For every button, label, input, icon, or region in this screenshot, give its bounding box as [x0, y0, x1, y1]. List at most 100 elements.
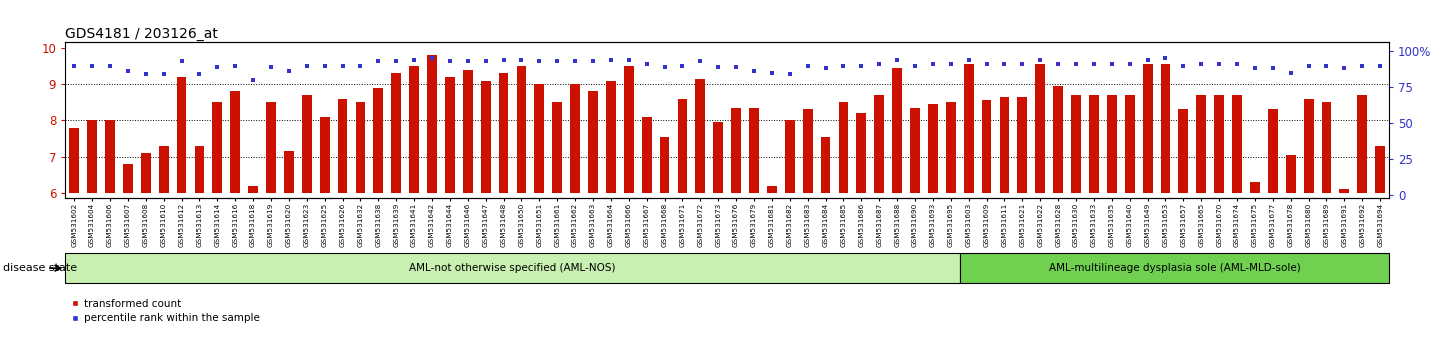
- Bar: [1106, 95, 1116, 193]
- Point: [1135, 57, 1159, 63]
- Bar: [392, 73, 402, 193]
- Point: [832, 63, 856, 68]
- Text: disease state: disease state: [3, 263, 77, 273]
- Bar: [248, 185, 258, 193]
- Bar: [516, 66, 526, 193]
- Bar: [409, 66, 419, 193]
- Bar: [911, 108, 919, 193]
- Point: [545, 58, 568, 64]
- Point: [313, 63, 336, 68]
- Point: [223, 63, 246, 68]
- Point: [1350, 63, 1373, 68]
- Point: [813, 65, 837, 71]
- Point: [188, 72, 212, 77]
- Bar: [104, 120, 115, 193]
- Bar: [70, 127, 80, 193]
- Point: [1243, 65, 1266, 71]
- Bar: [731, 108, 741, 193]
- Bar: [1125, 95, 1134, 193]
- Bar: [589, 91, 597, 193]
- Bar: [1072, 95, 1080, 193]
- Point: [492, 57, 515, 63]
- Bar: [964, 64, 973, 193]
- Bar: [838, 102, 848, 193]
- Point: [599, 57, 622, 63]
- Bar: [1179, 109, 1189, 193]
- Point: [618, 57, 641, 63]
- Bar: [642, 117, 651, 193]
- Bar: [1267, 109, 1277, 193]
- Bar: [320, 117, 329, 193]
- Point: [420, 56, 444, 61]
- Point: [886, 57, 909, 63]
- Bar: [87, 120, 97, 193]
- Bar: [552, 102, 563, 193]
- Point: [1315, 63, 1338, 68]
- Point: [1225, 61, 1248, 67]
- Bar: [302, 95, 312, 193]
- Bar: [338, 99, 348, 193]
- Bar: [231, 91, 241, 193]
- Bar: [982, 101, 992, 193]
- Bar: [1340, 189, 1350, 193]
- Bar: [677, 99, 687, 193]
- Bar: [606, 80, 616, 193]
- Point: [1064, 61, 1088, 67]
- Point: [1082, 61, 1105, 67]
- Point: [349, 63, 373, 68]
- Point: [135, 72, 158, 77]
- Bar: [874, 95, 884, 193]
- Bar: [767, 185, 777, 193]
- Bar: [212, 102, 222, 193]
- Bar: [660, 137, 670, 193]
- Bar: [265, 102, 276, 193]
- Point: [760, 70, 783, 76]
- Point: [867, 61, 890, 67]
- Point: [974, 61, 998, 67]
- Bar: [696, 79, 705, 193]
- Point: [725, 64, 748, 70]
- Bar: [1143, 64, 1153, 193]
- Point: [921, 61, 944, 67]
- Point: [99, 63, 122, 68]
- Point: [652, 64, 676, 70]
- Bar: [481, 80, 490, 193]
- Point: [1208, 61, 1231, 67]
- Bar: [1035, 64, 1045, 193]
- Bar: [945, 102, 956, 193]
- Bar: [1089, 95, 1099, 193]
- Point: [689, 58, 712, 64]
- Bar: [1321, 102, 1331, 193]
- Point: [796, 63, 819, 68]
- Bar: [784, 120, 795, 193]
- Bar: [750, 108, 758, 193]
- Text: AML-multilineage dysplasia sole (AML-MLD-sole): AML-multilineage dysplasia sole (AML-MLD…: [1048, 263, 1301, 273]
- Point: [1369, 63, 1392, 68]
- Point: [170, 58, 193, 64]
- Bar: [194, 146, 204, 193]
- Point: [403, 57, 426, 63]
- Point: [1118, 61, 1141, 67]
- Bar: [535, 84, 544, 193]
- Point: [1172, 63, 1195, 68]
- Point: [1011, 61, 1034, 67]
- Bar: [960, 253, 1389, 283]
- Bar: [857, 113, 866, 193]
- Point: [1101, 61, 1124, 67]
- Point: [206, 64, 229, 70]
- Text: AML-not otherwise specified (AML-NOS): AML-not otherwise specified (AML-NOS): [409, 263, 616, 273]
- Bar: [1250, 182, 1260, 193]
- Point: [1154, 56, 1177, 61]
- Point: [62, 63, 86, 68]
- Bar: [570, 84, 580, 193]
- Point: [367, 58, 390, 64]
- Point: [81, 63, 104, 68]
- Bar: [803, 109, 812, 193]
- Point: [296, 63, 319, 68]
- Bar: [1053, 86, 1063, 193]
- Bar: [821, 137, 831, 193]
- Point: [457, 58, 480, 64]
- Bar: [123, 164, 133, 193]
- Point: [1028, 57, 1051, 63]
- Point: [1333, 65, 1356, 71]
